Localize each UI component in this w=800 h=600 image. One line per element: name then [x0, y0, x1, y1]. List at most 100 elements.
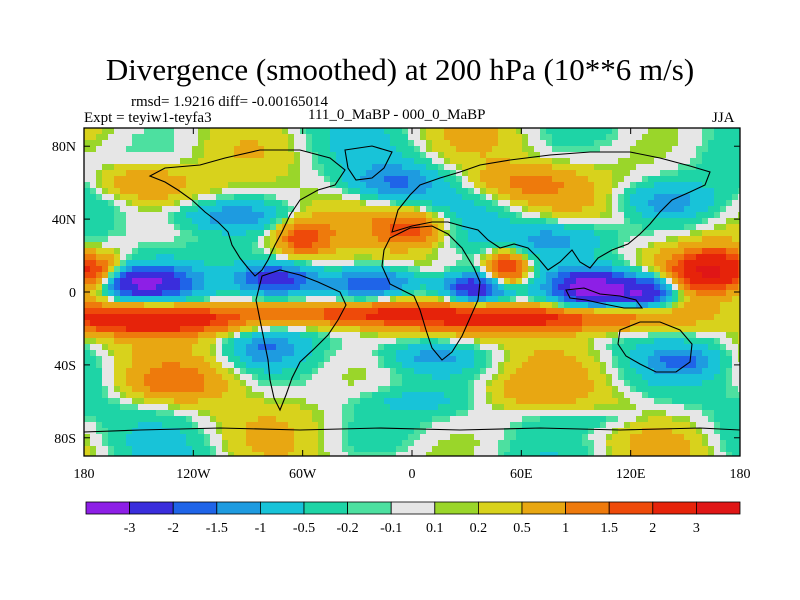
field-cell — [714, 386, 721, 393]
field-cell — [582, 236, 589, 243]
field-cell — [672, 392, 679, 399]
field-cell — [552, 290, 559, 297]
field-cell — [600, 260, 607, 267]
field-cell — [726, 230, 733, 237]
field-cell — [102, 140, 109, 147]
field-cell — [192, 314, 199, 321]
field-cell — [342, 248, 349, 255]
field-cell — [510, 200, 517, 207]
field-cell — [336, 296, 343, 303]
field-cell — [492, 206, 499, 213]
field-cell — [204, 392, 211, 399]
field-cell — [198, 398, 205, 405]
field-cell — [552, 344, 559, 351]
field-cell — [150, 380, 157, 387]
field-cell — [222, 254, 229, 261]
field-cell — [738, 326, 740, 333]
field-cell — [252, 164, 259, 171]
field-cell — [444, 212, 451, 219]
field-cell — [432, 200, 439, 207]
field-cell — [234, 218, 241, 225]
field-cell — [348, 134, 355, 141]
field-cell — [600, 386, 607, 393]
field-cell — [684, 356, 691, 363]
field-cell — [192, 164, 199, 171]
field-cell — [120, 188, 127, 195]
field-cell — [600, 236, 607, 243]
field-cell — [630, 230, 637, 237]
field-cell — [660, 266, 667, 273]
field-cell — [156, 308, 163, 315]
field-cell — [408, 392, 415, 399]
field-cell — [294, 236, 301, 243]
field-cell — [372, 248, 379, 255]
field-cell — [246, 236, 253, 243]
field-cell — [108, 398, 115, 405]
field-cell — [534, 260, 541, 267]
field-cell — [246, 164, 253, 171]
field-cell — [150, 254, 157, 261]
field-cell — [690, 218, 697, 225]
field-cell — [96, 224, 103, 231]
field-cell — [606, 176, 613, 183]
field-cell — [450, 260, 457, 267]
field-cell — [486, 272, 493, 279]
field-cell — [678, 164, 685, 171]
field-cell — [144, 320, 151, 327]
field-cell — [474, 152, 481, 159]
field-cell — [420, 218, 427, 225]
field-cell — [540, 152, 547, 159]
field-cell — [456, 248, 463, 255]
field-cell — [576, 188, 583, 195]
field-cell — [234, 314, 241, 321]
field-cell — [294, 206, 301, 213]
field-cell — [378, 212, 385, 219]
field-cell — [138, 356, 145, 363]
field-cell — [624, 284, 631, 291]
field-cell — [666, 164, 673, 171]
field-cell — [174, 140, 181, 147]
field-cell — [540, 128, 547, 135]
field-cell — [456, 278, 463, 285]
field-cell — [666, 218, 673, 225]
field-cell — [534, 308, 541, 315]
field-cell — [528, 314, 535, 321]
field-cell — [600, 332, 607, 339]
field-cell — [348, 290, 355, 297]
field-cell — [96, 212, 103, 219]
field-cell — [306, 314, 313, 321]
field-cell — [546, 314, 553, 321]
field-cell — [396, 242, 403, 249]
field-cell — [108, 182, 115, 189]
field-cell — [438, 176, 445, 183]
field-cell — [444, 302, 451, 309]
field-cell — [654, 152, 661, 159]
field-cell — [180, 356, 187, 363]
field-cell — [192, 386, 199, 393]
field-cell — [702, 218, 709, 225]
field-cell — [732, 224, 739, 231]
field-cell — [648, 140, 655, 147]
field-cell — [180, 218, 187, 225]
field-cell — [354, 188, 361, 195]
field-cell — [552, 386, 559, 393]
field-cell — [216, 224, 223, 231]
field-cell — [138, 224, 145, 231]
field-cell — [174, 350, 181, 357]
field-cell — [378, 338, 385, 345]
field-cell — [324, 146, 331, 153]
field-cell — [564, 278, 571, 285]
field-cell — [96, 296, 103, 303]
field-cell — [576, 176, 583, 183]
field-cell — [720, 296, 727, 303]
field-cell — [96, 254, 103, 261]
field-cell — [408, 206, 415, 213]
field-cell — [90, 230, 97, 237]
field-cell — [354, 284, 361, 291]
field-cell — [582, 254, 589, 261]
field-cell — [144, 308, 151, 315]
field-cell — [678, 350, 685, 357]
field-cell — [588, 134, 595, 141]
field-cell — [336, 182, 343, 189]
field-cell — [294, 224, 301, 231]
